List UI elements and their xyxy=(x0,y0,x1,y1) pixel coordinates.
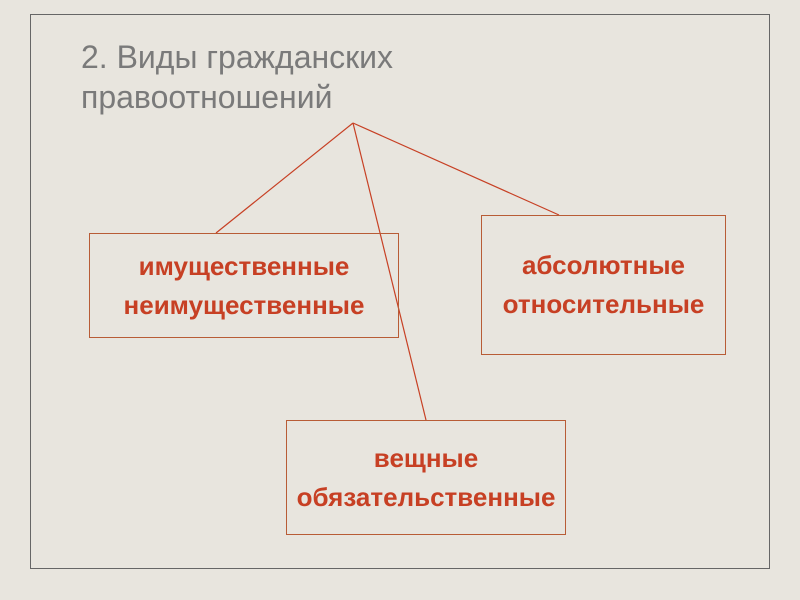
box-right-line1: абсолютные xyxy=(522,246,685,285)
box-left-line1: имущественные xyxy=(139,247,350,286)
box-bottom-line2: обязательственные xyxy=(297,478,556,517)
line-to-left xyxy=(216,123,353,233)
diagram-title: 2. Виды гражданскихправоотношений xyxy=(81,37,393,117)
box-absolute-relative: абсолютные относительные xyxy=(481,215,726,355)
box-left-line2: неимущественные xyxy=(124,286,365,325)
box-property-types: имущественные неимущественные xyxy=(89,233,399,338)
box-bottom-line1: вещные xyxy=(374,439,478,478)
line-to-right xyxy=(353,123,559,215)
title-line1: 2. Виды гражданскихправоотношений xyxy=(81,39,393,115)
box-real-obligatory: вещные обязательственные xyxy=(286,420,566,535)
box-right-line2: относительные xyxy=(503,285,705,324)
diagram-container: 2. Виды гражданскихправоотношений имущес… xyxy=(30,14,770,569)
